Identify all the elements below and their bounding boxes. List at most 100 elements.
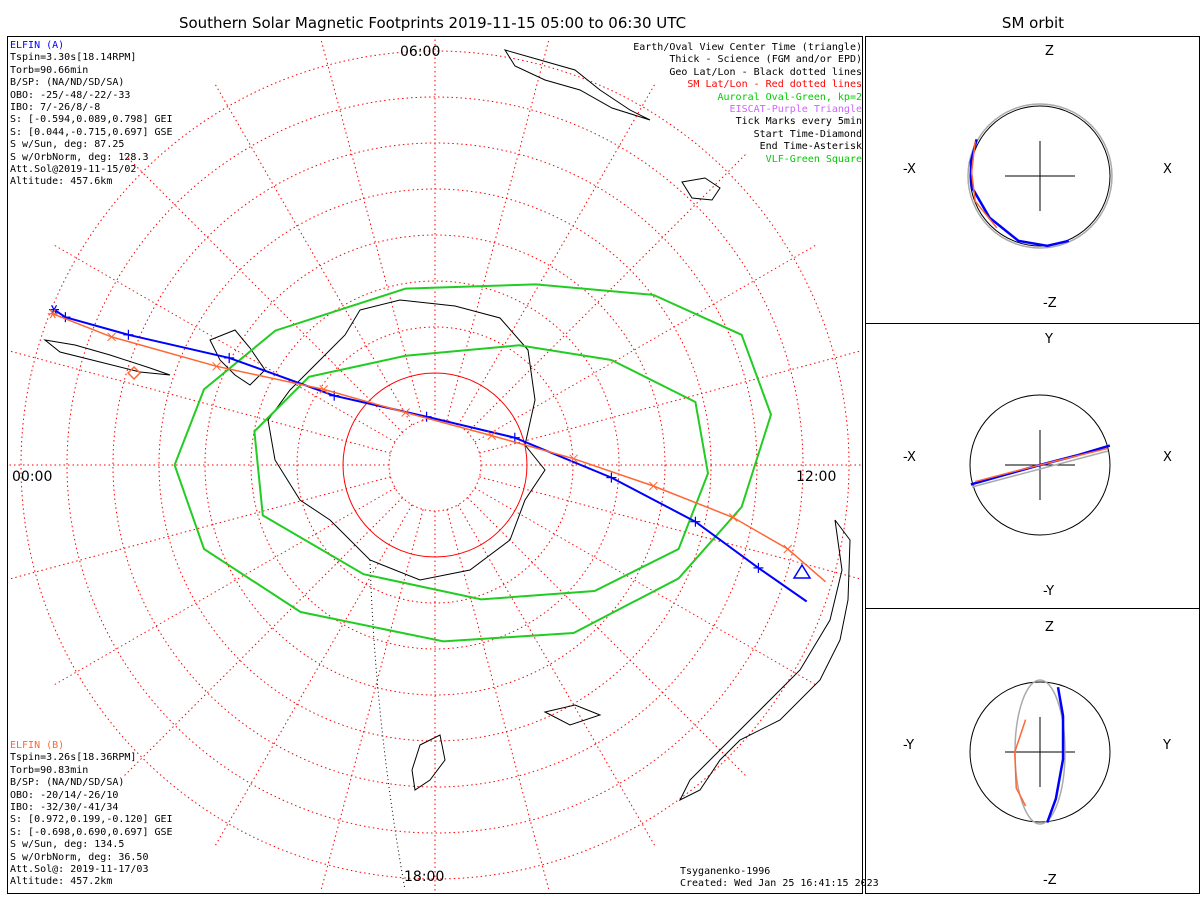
elfin-b-track bbox=[52, 313, 827, 583]
legend-entry: Thick - Science (FGM and/or EPD) bbox=[669, 54, 862, 66]
sm-longitude-line bbox=[446, 39, 550, 421]
legend-entry: SM Lat/Lon - Red dotted lines bbox=[687, 79, 862, 91]
elfin-b-orbit bbox=[975, 447, 1108, 483]
elfin-b-name: ELFIN (B) bbox=[10, 740, 65, 751]
elfin-b-info-line: Tspin=3.26s[18.36RPM] bbox=[10, 752, 137, 764]
elfin-b-info-line: S: [0.972,0.199,-0.120] GEI bbox=[10, 814, 173, 826]
sm-latitude-ring bbox=[66, 96, 804, 834]
tick-mark bbox=[487, 431, 497, 440]
tick-mark bbox=[728, 513, 738, 522]
legend-entry: Start Time-Diamond bbox=[753, 128, 862, 140]
tick-mark bbox=[401, 408, 410, 417]
coastline-map bbox=[43, 49, 851, 802]
elfin-a-info-line: Torb=90.66min bbox=[10, 64, 89, 76]
sm-longitude-line bbox=[457, 83, 656, 426]
end-asterisk bbox=[49, 309, 56, 319]
auroral-oval-inner bbox=[253, 344, 710, 601]
orbit-path-gray bbox=[971, 450, 1109, 488]
credit-created: Created: Wed Jan 25 16:41:15 2023 bbox=[680, 878, 879, 889]
coastline bbox=[411, 734, 446, 791]
orbit-path-gray bbox=[967, 103, 1113, 249]
elfin-b-info-line: Altitude: 457.2km bbox=[10, 876, 113, 888]
sm-latitude-ring bbox=[296, 326, 574, 604]
sm-latitude-ring bbox=[20, 50, 850, 880]
sm-latitude-ring bbox=[388, 418, 482, 512]
coastline bbox=[43, 339, 171, 376]
sm-longitude-line bbox=[457, 504, 656, 847]
tick-mark bbox=[319, 385, 329, 394]
panel1-axis-bottom: -Z bbox=[1043, 296, 1057, 311]
sm-longitude-line bbox=[214, 83, 413, 426]
chart-title: Southern Solar Magnetic Footprints 2019-… bbox=[178, 14, 687, 32]
coastline bbox=[681, 177, 721, 201]
orbit-panel-divider bbox=[865, 323, 1200, 324]
elfin-b-info-line: IBO: -32/30/-41/34 bbox=[10, 802, 119, 814]
geo-longitude-line bbox=[369, 559, 406, 891]
legend-entry: Tick Marks every 5min bbox=[735, 116, 862, 128]
elfin-b-info-line: S w/OrbNorm, deg: 36.50 bbox=[10, 851, 149, 863]
tick-mark bbox=[783, 544, 793, 554]
sm-longitude-line bbox=[53, 244, 396, 443]
panel1-axis-right: X bbox=[1163, 162, 1172, 177]
earth-circle bbox=[969, 394, 1111, 536]
mlt-label-right: 12:00 bbox=[796, 469, 837, 485]
elfin-a-info-line: S w/Sun, deg: 87.25 bbox=[10, 139, 125, 151]
panel3-axis-left: -Y bbox=[903, 738, 915, 753]
panel2-axis-left: -X bbox=[903, 450, 916, 465]
start-diamond bbox=[126, 365, 142, 381]
elfin-a-info-line: S w/OrbNorm, deg: 128.3 bbox=[10, 151, 149, 163]
panel1-axis-top: Z bbox=[1045, 44, 1054, 59]
elfin-b-info-line: B/SP: (NA/ND/SD/SA) bbox=[10, 777, 125, 789]
elfin-b-info-line: OBO: -20/14/-26/10 bbox=[10, 789, 119, 801]
elfin-a-info-line: S: [0.044,-0.715,0.697] GSE bbox=[10, 126, 173, 138]
sm-longitude-line bbox=[474, 244, 817, 443]
elfin-b-orbit bbox=[970, 141, 998, 229]
panel3-axis-bottom: -Z bbox=[1043, 873, 1057, 888]
sm-latitude-ring bbox=[204, 234, 666, 696]
sm-longitude-line bbox=[467, 153, 747, 433]
coastline bbox=[267, 299, 546, 581]
coastline bbox=[503, 49, 651, 121]
elfin-a-info-line: B/SP: (NA/ND/SD/SA) bbox=[10, 77, 125, 89]
panel3-axis-top: Z bbox=[1045, 620, 1054, 635]
orbit-title: SM orbit bbox=[1001, 14, 1065, 32]
credit-model: Tsyganenko-1996 bbox=[680, 866, 771, 877]
auroral-oval-outer bbox=[173, 283, 773, 643]
elfin-a-orbit bbox=[1046, 686, 1065, 823]
mlt-label-left: 00:00 bbox=[12, 469, 53, 485]
orbit-panel-divider bbox=[865, 608, 1200, 609]
footprint-plot-frame bbox=[7, 36, 863, 894]
coastline bbox=[543, 704, 602, 726]
elfin-b-info: ELFIN (B) Tspin=3.26s[18.36RPM] Torb=90.8… bbox=[10, 740, 173, 889]
elfin-b-info-line: Att.Sol@: 2019-11-17/03 bbox=[10, 864, 149, 876]
sm-longitude-line bbox=[53, 487, 396, 686]
coastline bbox=[209, 329, 266, 386]
panel2-axis-top: Y bbox=[1045, 332, 1053, 347]
sm-longitude-line bbox=[123, 153, 403, 433]
earth-circle bbox=[969, 105, 1111, 247]
elfin-a-orbit bbox=[969, 138, 1070, 248]
legend-entry: EISCAT-Purple Triangle bbox=[729, 104, 862, 116]
panel3-axis-right: Y bbox=[1163, 738, 1171, 753]
elfin-b-info-line: S: [-0.698,0.690,0.697] GSE bbox=[10, 826, 173, 838]
legend-entry: Earth/Oval View Center Time (triangle) bbox=[633, 42, 862, 53]
view-center-triangle bbox=[792, 563, 812, 579]
sm-latitude-ring bbox=[158, 188, 712, 742]
legend-entry: VLF-Green Square bbox=[765, 153, 862, 165]
elfin-a-info-line: Att.Sol@2019-11-15/02 bbox=[10, 164, 137, 176]
tick-mark bbox=[212, 361, 221, 371]
elfin-a-info-line: Altitude: 457.6km bbox=[10, 176, 113, 188]
elfin-a-info-line: Tspin=3.30s[18.14RPM] bbox=[10, 52, 137, 64]
mlt-label-bottom: 18:00 bbox=[404, 869, 445, 885]
sm-longitude-line bbox=[446, 509, 550, 891]
elfin-b-info-line: S w/Sun, deg: 134.5 bbox=[10, 839, 125, 851]
legend-entry: Geo Lat/Lon - Black dotted lines bbox=[669, 66, 862, 78]
legend: Earth/Oval View Center Time (triangle) Th… bbox=[633, 42, 862, 166]
coastline bbox=[678, 519, 851, 802]
legend-entry: End Time-Asterisk bbox=[759, 141, 862, 153]
sm-longitude-line bbox=[320, 509, 424, 891]
tick-mark bbox=[649, 481, 658, 491]
sm-latitude-ring bbox=[112, 142, 758, 788]
sm-longitude-line bbox=[479, 350, 861, 454]
